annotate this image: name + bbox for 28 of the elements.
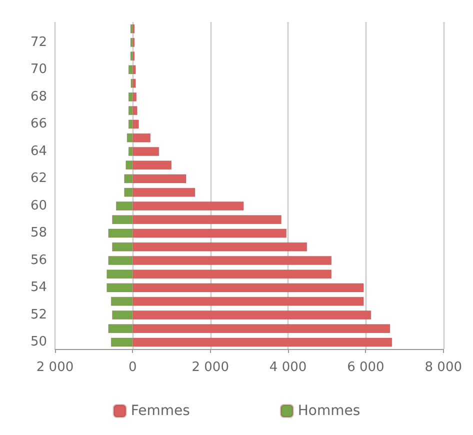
x-tick-label: 6 000 — [347, 360, 384, 375]
bar — [132, 65, 136, 74]
bar — [132, 120, 139, 129]
y-tick-label: 60 — [30, 198, 47, 214]
y-tick-label: 52 — [30, 307, 47, 322]
x-tick-label: 2 000 — [192, 360, 229, 375]
x-tick-label: 8 000 — [424, 360, 462, 375]
bar — [132, 106, 138, 116]
x-tick-label: 4 000 — [269, 360, 307, 375]
legend-label: Hommes — [298, 403, 360, 419]
y-tick-label: 54 — [30, 280, 47, 296]
y-tick-label: 56 — [30, 252, 47, 268]
bar — [132, 92, 137, 102]
bar — [128, 65, 133, 74]
bar — [128, 92, 133, 102]
x-tick-label: 0 — [128, 360, 137, 375]
y-tick-label: 70 — [30, 62, 47, 78]
bar — [132, 146, 160, 156]
y-tick-label: 62 — [30, 171, 47, 186]
bar — [132, 78, 136, 88]
y-tick-label: 68 — [30, 89, 47, 104]
legend-label: Femmes — [130, 403, 190, 419]
x-tick-label: 2 000 — [36, 360, 74, 375]
y-tick-label: 64 — [30, 144, 47, 159]
y-tick-label: 50 — [30, 334, 47, 350]
y-tick-label: 72 — [30, 34, 47, 50]
y-tick-label: 66 — [30, 116, 47, 132]
y-tick-label: 58 — [30, 226, 47, 241]
